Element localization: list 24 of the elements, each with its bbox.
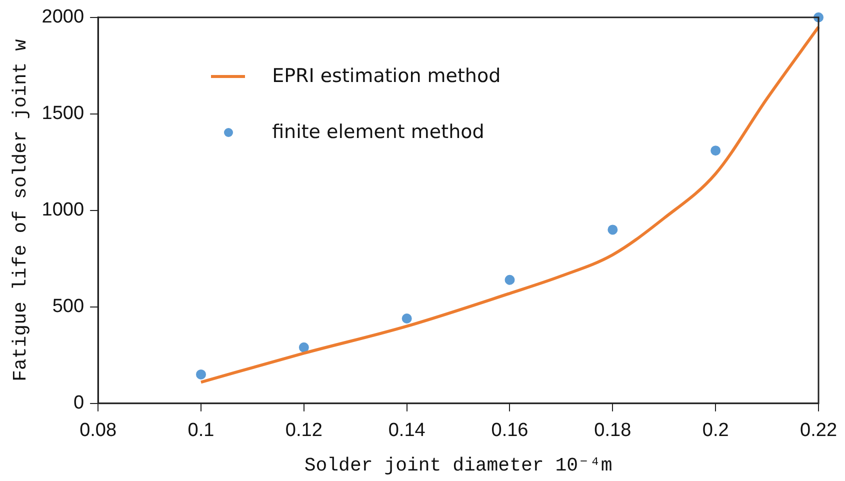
point [608, 224, 618, 235]
legend-label: EPRI estimation method [272, 65, 501, 88]
x-tick-label: 0.1 [188, 420, 214, 442]
y-axis-title: Fatigue life of solder joint w [9, 38, 32, 382]
x-tick-label: 0.18 [594, 420, 632, 442]
point [402, 313, 412, 324]
line-series [199, 26, 820, 384]
x-axis-title: Solder joint diameter 10⁻⁴m [304, 454, 612, 477]
y-tick-label: 2000 [42, 6, 84, 28]
y-tick-label: 1500 [42, 103, 84, 124]
x-tick-label: 0.08 [80, 420, 117, 442]
point [504, 274, 515, 285]
legend-label: finite element method [272, 121, 484, 144]
point [298, 342, 309, 352]
x-tick-label: 0.16 [491, 420, 528, 442]
y-tick-label: 500 [52, 296, 84, 318]
x-tick-label: 0.14 [388, 420, 426, 442]
x-tick-label: 0.22 [800, 420, 837, 442]
x-tick-label: 0.12 [285, 420, 322, 442]
y-tick-label: 1000 [42, 200, 84, 221]
point [710, 146, 721, 156]
x-tick-label: 0.2 [702, 420, 729, 442]
point [196, 369, 206, 380]
y-tick-label: 0 [73, 392, 84, 414]
